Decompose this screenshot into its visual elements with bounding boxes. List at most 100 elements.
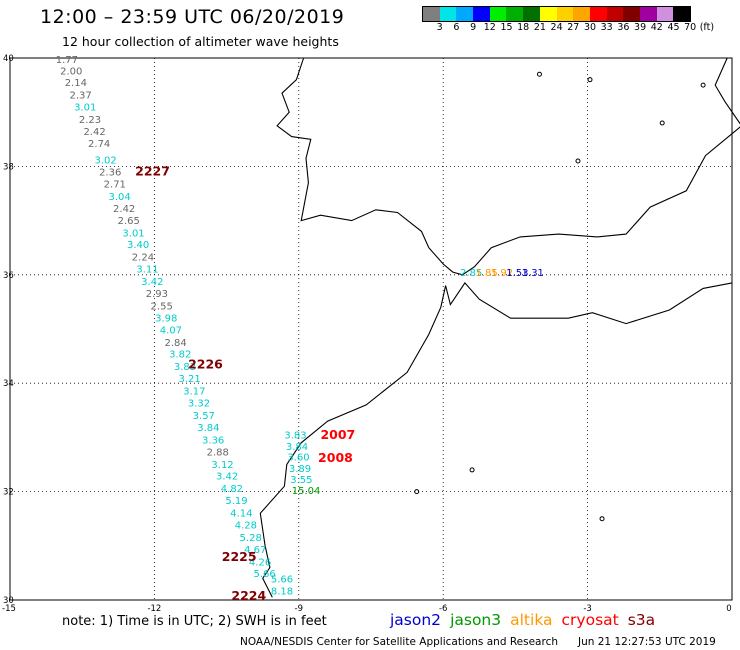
longitude-label: -15 <box>2 604 16 614</box>
colorbar-swatch <box>556 7 574 21</box>
gibraltar-wave-height: 1.31 <box>522 268 544 279</box>
s3a-wave-height: 4.82 <box>221 484 243 495</box>
pass-time-label: 2227 <box>135 164 170 179</box>
pass-time-label: 2008 <box>318 450 353 465</box>
s3a-wave-height: 3.32 <box>188 399 210 410</box>
colorbar-swatch <box>606 7 624 21</box>
wave-height-colorbar <box>422 6 691 22</box>
island-outline <box>469 467 475 473</box>
colorbar-tick-label: 42 <box>650 22 663 33</box>
s3a-wave-height: 2.93 <box>146 289 168 300</box>
legend-s3a: s3a <box>627 611 656 629</box>
s3a-wave-height: 4.26 <box>249 557 271 568</box>
s3a-wave-height: 2.88 <box>207 447 229 458</box>
pass-time-label: 2225 <box>222 549 257 564</box>
longitude-label: -9 <box>295 604 303 614</box>
s3a-wave-height: 4.28 <box>235 520 257 531</box>
latitude-label: 34 <box>3 379 14 389</box>
colorbar-tick-label: 39 <box>634 22 647 33</box>
legend-altika: altika <box>510 611 553 629</box>
pass-time-label: 2224 <box>231 588 266 603</box>
colorbar-swatch <box>656 7 674 21</box>
colorbar-swatch <box>523 7 540 21</box>
footnote: note: 1) Time is in UTC; 2) SWH is in fe… <box>62 614 327 629</box>
colorbar-swatch <box>623 7 640 21</box>
s3a-wave-height: 5.19 <box>225 496 247 507</box>
island-outline <box>575 158 581 164</box>
s3a-wave-height: 5.28 <box>240 533 262 544</box>
s3a-wave-height: 2.24 <box>132 253 154 264</box>
pass-time-label: 2226 <box>188 357 223 372</box>
cryosat-wave-height: 3.60 <box>287 453 309 464</box>
s3a-wave-height: 2.36 <box>99 168 121 179</box>
latitude-label: 38 <box>3 162 14 172</box>
s3a-wave-height: 2.65 <box>118 216 140 227</box>
cryosat-wave-height: 3.84 <box>286 442 308 453</box>
s3a-wave-height: 2.00 <box>60 66 82 77</box>
legend-jason3: jason3 <box>450 611 502 629</box>
s3a-wave-height: 3.42 <box>141 277 163 288</box>
longitude-label: -3 <box>583 604 591 614</box>
s3a-wave-height: 4.14 <box>230 509 252 520</box>
colorbar-swatch <box>473 7 490 21</box>
cryosat-wave-height: 3.83 <box>284 430 306 441</box>
colorbar-tick-label: 70 <box>684 22 697 33</box>
colorbar-swatch <box>456 7 474 21</box>
s3a-wave-height: 2.14 <box>65 78 87 89</box>
map-frame <box>9 57 733 601</box>
colorbar-swatch <box>489 7 507 21</box>
island-outline <box>414 489 420 495</box>
s3a-wave-height: 2.84 <box>165 338 187 349</box>
latitude-label: 40 <box>3 54 14 64</box>
s3a-wave-height: 3.98 <box>155 313 177 324</box>
legend-cryosat: cryosat <box>561 611 619 629</box>
colorbar-tick-label: 3 <box>436 22 443 33</box>
s3a-wave-height: 3.11 <box>136 265 158 276</box>
colorbar-tick-label: 21 <box>533 22 546 33</box>
colorbar-tick-label: 33 <box>600 22 613 33</box>
s3a-wave-height: 3.84 <box>197 423 219 434</box>
island-outline <box>587 77 593 83</box>
s3a-wave-height: 3.42 <box>216 472 238 483</box>
colorbar-tick-label: 45 <box>667 22 680 33</box>
s3a-wave-height: 3.57 <box>193 411 215 422</box>
satellite-legend: jason2 jason3 altika cryosat s3a <box>390 611 664 629</box>
s3a-wave-height: 3.83 <box>174 362 196 373</box>
colorbar-swatch <box>423 7 440 21</box>
gibraltar-wave-height: 1.92 <box>491 268 513 279</box>
s3a-wave-height: 2.55 <box>151 301 173 312</box>
colorbar-tick-label: 15 <box>500 22 513 33</box>
s3a-wave-height: 2.71 <box>104 180 126 191</box>
map-subtitle: 12 hour collection of altimeter wave hei… <box>62 34 339 49</box>
gibraltar-wave-height: 2.85 <box>460 268 482 279</box>
s3a-wave-height: 2.42 <box>83 127 105 138</box>
longitude-label: 0 <box>726 604 731 614</box>
morocco-mediterranean-coastline <box>445 282 733 325</box>
s3a-wave-height: 1.77 <box>56 55 78 66</box>
colorbar-tick-label: (ft) <box>699 22 715 33</box>
s3a-wave-height: 3.02 <box>94 156 116 167</box>
s3a-wave-height: 2.23 <box>79 115 101 126</box>
colorbar-tick-label: 27 <box>567 22 580 33</box>
island-outline <box>659 120 665 126</box>
island-outline <box>599 516 605 522</box>
s3a-wave-height: 2.42 <box>113 204 135 215</box>
s3a-wave-height: 3.36 <box>202 435 224 446</box>
colorbar-ticks: 3 6 9 12 15 18 21 24 27 30 33 36 39 42 45 70 (ft) <box>422 22 740 36</box>
cryosat-wave-height: 3.55 <box>290 475 312 486</box>
cryosat-wave-height: 15.04 <box>292 486 321 497</box>
credit-line: NOAA/NESDIS Center for Satellite Applica… <box>240 636 558 648</box>
s3a-wave-height: 5.66 <box>254 569 276 580</box>
colorbar-swatch <box>673 7 690 21</box>
coastal-wave-height: 5.66 <box>271 575 293 586</box>
map-title: 12:00 – 23:59 UTC 06/20/2019 <box>40 6 345 28</box>
latitude-label: 32 <box>3 488 14 498</box>
colorbar-tick-label: 18 <box>517 22 530 33</box>
colorbar-tick-label: 9 <box>470 22 477 33</box>
s3a-wave-height: 3.40 <box>127 240 149 251</box>
colorbar-swatch <box>439 7 457 21</box>
morocco-atlantic-coastline <box>259 285 447 598</box>
colorbar-swatch <box>589 7 607 21</box>
s3a-wave-height: 4.07 <box>160 325 182 336</box>
